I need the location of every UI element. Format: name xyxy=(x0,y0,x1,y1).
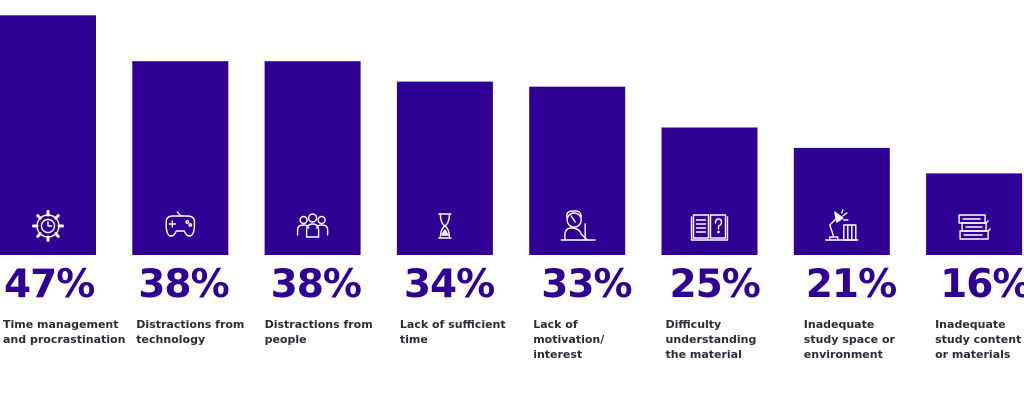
category-label-line: environment xyxy=(803,348,883,361)
value-label: 21% xyxy=(805,262,897,307)
people-group-icon xyxy=(296,213,329,238)
category-label-line: technology xyxy=(136,333,206,346)
category-label-line: interest xyxy=(533,348,583,361)
category-label-line: study content xyxy=(935,333,1022,346)
gear-clock-icon xyxy=(32,210,64,242)
bar xyxy=(264,61,361,256)
category-label: Difficulty understanding the material xyxy=(666,317,757,362)
category-label-line: and procrastination xyxy=(3,333,126,346)
category-label-line: Difficulty xyxy=(665,318,722,331)
category-label-line: Inadequate xyxy=(803,318,875,331)
category-label-line: understanding xyxy=(665,333,757,346)
bar xyxy=(396,81,493,255)
category-label: Inadequate study space or environment xyxy=(804,317,895,362)
value-label: 34% xyxy=(403,262,495,307)
category-label: Inadequate study content or materials xyxy=(935,317,1021,362)
hourglass-icon xyxy=(438,213,452,239)
open-book-question-icon xyxy=(690,214,729,241)
category-label: Distractions from technology xyxy=(136,317,244,347)
bar xyxy=(132,61,229,256)
value-label: 16% xyxy=(940,262,1024,307)
category-label-line: or materials xyxy=(935,348,1011,361)
category-label-line: Inadequate xyxy=(935,318,1006,331)
value-label: 38% xyxy=(138,262,229,307)
category-label-line: people xyxy=(264,333,307,346)
category-label-line: Distractions from xyxy=(136,318,245,331)
value-label: 47% xyxy=(4,262,95,307)
game-controller-icon xyxy=(165,211,196,237)
stacked-books-icon xyxy=(958,214,991,240)
category-label-line: Lack of sufficient xyxy=(399,318,506,331)
category-label-line: motivation/ xyxy=(533,333,605,346)
bar xyxy=(926,173,1023,255)
category-label: Lack of motivation/interest xyxy=(533,317,604,362)
value-label: 25% xyxy=(669,262,761,307)
bar xyxy=(793,147,890,255)
category-label-line: the material xyxy=(665,348,742,361)
bar xyxy=(661,127,758,255)
frustrated-person-icon xyxy=(560,210,596,241)
value-label: 38% xyxy=(270,262,362,307)
category-label-line: Distractions from xyxy=(264,318,373,331)
category-label-line: Time management xyxy=(3,318,119,331)
desk-lamp-books-icon xyxy=(825,209,859,241)
value-label: 33% xyxy=(541,262,632,307)
category-label-line: time xyxy=(399,333,428,346)
category-label-line: study space or xyxy=(803,333,895,346)
category-label: Time management and procrastination xyxy=(3,317,125,347)
category-label: Distractions from people xyxy=(265,317,373,347)
category-label: Lack of sufficient time xyxy=(400,317,506,347)
category-label-line: Lack of xyxy=(533,318,578,331)
